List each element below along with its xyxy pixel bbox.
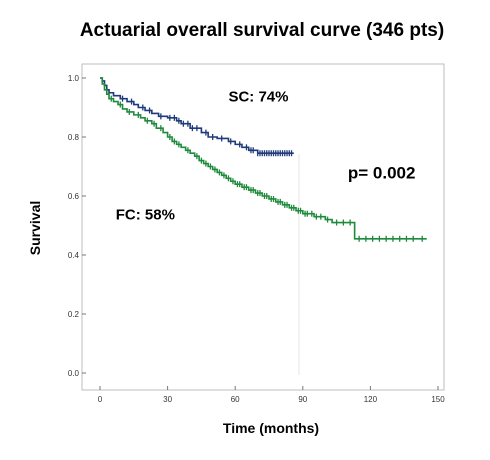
y-tick-label: 0.6 [68,192,80,201]
x-tick-label: 30 [163,395,172,404]
y-tick-label: 0.4 [68,251,80,260]
annotation-layer: SC: 74% FC: 58% p= 0.002 [116,89,416,224]
series-line-sc [100,77,294,155]
x-tick-label: 150 [431,395,445,404]
y-tick-label: 0.8 [68,133,80,142]
y-axis: 0.0 0.2 0.4 0.6 0.8 1.0 [68,74,86,378]
plot-frame [81,63,445,391]
y-tick-label: 0.0 [68,369,80,378]
annotation-p-value: p= 0.002 [348,163,416,182]
x-tick-label: 90 [298,395,307,404]
x-tick-label: 60 [231,395,240,404]
annotation-fc: FC: 58% [116,207,175,224]
x-axis-label: Time (months) [223,420,319,436]
x-tick-label: 0 [98,395,103,404]
x-tick-label: 120 [364,395,378,404]
y-axis-label: Survival [27,201,43,255]
series-sc [100,77,294,157]
chart-title: Actuarial overall survival curve (346 pt… [80,20,444,41]
series-fc [100,77,427,242]
series-layer [100,77,427,242]
y-tick-label: 1.0 [68,74,80,83]
x-axis: 0 30 60 90 120 150 [98,386,445,404]
y-tick-label: 0.2 [68,310,80,319]
annotation-sc: SC: 74% [228,89,288,106]
